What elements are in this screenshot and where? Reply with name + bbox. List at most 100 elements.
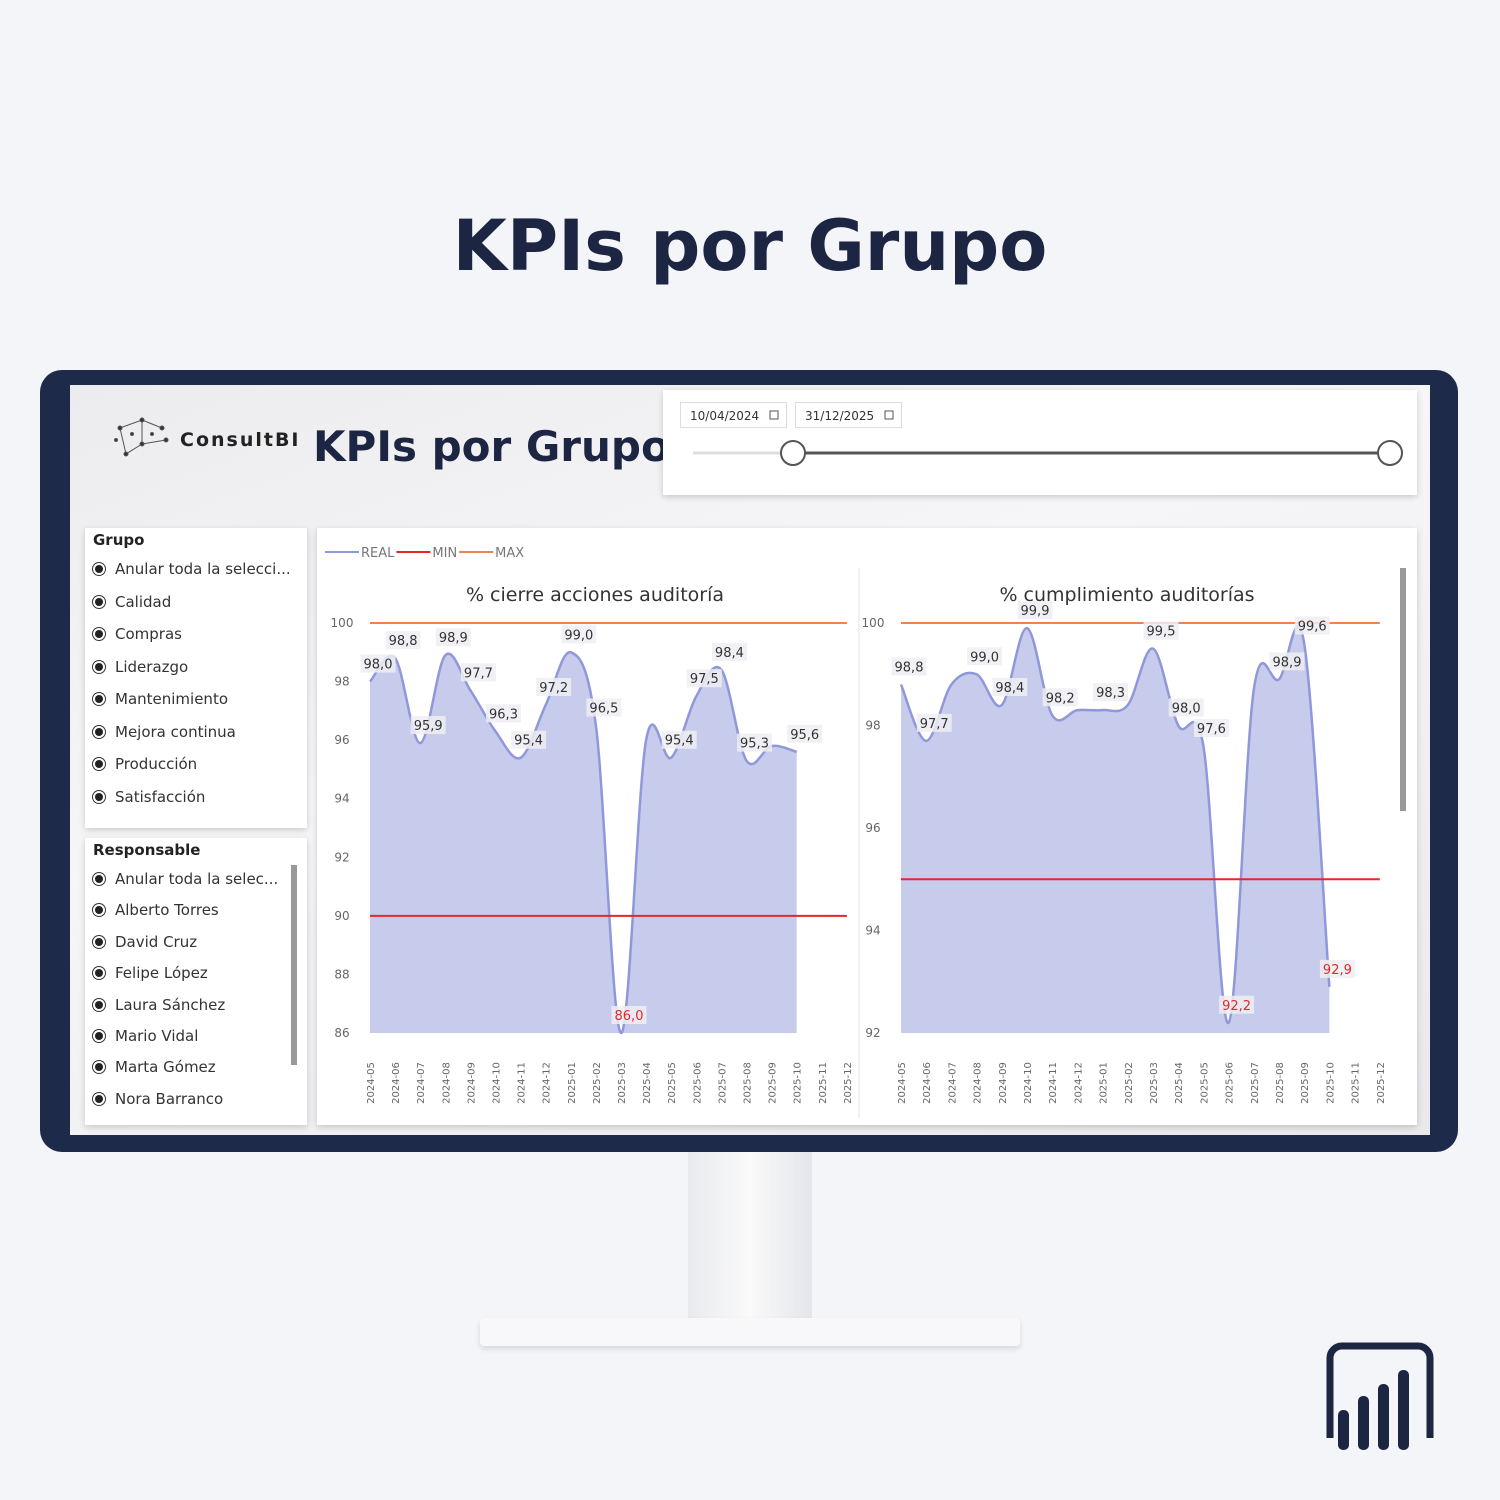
x-tick-label: 2025-01 <box>1099 1062 1110 1104</box>
data-label: 97,6 <box>1197 722 1226 737</box>
y-tick-label: 96 <box>865 821 880 835</box>
slicer-item[interactable]: Marta Gómez <box>95 1058 216 1076</box>
data-label: 97,7 <box>464 666 493 681</box>
x-tick-label: 2025-04 <box>642 1062 653 1104</box>
x-tick-label: 2024-06 <box>391 1062 402 1104</box>
data-label: 96,5 <box>589 702 618 717</box>
slicer-item[interactable]: Mejora continua <box>95 723 236 741</box>
x-tick-label: 2025-06 <box>1225 1062 1236 1104</box>
slicer-item[interactable]: Anular toda la selec... <box>95 870 278 888</box>
data-label: 99,0 <box>564 628 593 643</box>
data-label-bg <box>586 698 622 717</box>
x-tick-label: 2025-03 <box>617 1062 628 1104</box>
x-tick-label: 2025-04 <box>1174 1062 1185 1104</box>
y-tick-label: 94 <box>865 924 880 938</box>
x-tick-label: 2025-02 <box>1124 1062 1135 1104</box>
scrollbar <box>291 865 297 1065</box>
x-tick-label: 2025-01 <box>567 1062 578 1104</box>
data-label-bg <box>460 663 496 682</box>
slicer-item[interactable]: Laura Sánchez <box>95 996 225 1014</box>
chart-title: % cumplimiento auditorías <box>999 584 1254 606</box>
x-tick-label: 2024-06 <box>922 1062 933 1104</box>
powerbi-icon <box>1326 1342 1434 1450</box>
dashboard-title: KPIs por Grupo <box>313 422 670 471</box>
x-tick-label: 2024-11 <box>1048 1062 1059 1104</box>
slicer-item[interactable]: Calidad <box>95 593 171 611</box>
data-label: 98,2 <box>1046 691 1075 706</box>
data-label-bg <box>1042 688 1078 707</box>
slicer-item[interactable]: Mario Vidal <box>95 1027 198 1045</box>
data-label: 98,8 <box>389 634 418 649</box>
data-label-bg <box>1193 719 1229 737</box>
slicer-item[interactable]: Anular toda la selecci... <box>95 560 291 578</box>
data-label: 98,0 <box>1172 702 1201 717</box>
date-slider <box>693 410 1403 466</box>
date-start[interactable]: 10/04/2024 <box>680 402 787 428</box>
slicer-item[interactable]: Mantenimiento <box>95 690 228 708</box>
x-tick-label: 2025-12 <box>1376 1062 1387 1104</box>
slicer-title: Responsable <box>93 841 201 859</box>
slicer-item[interactable]: Nora Barranco <box>95 1090 223 1108</box>
slicer-item[interactable]: Felipe López <box>95 964 208 982</box>
data-label: 95,9 <box>414 719 443 734</box>
data-label-bg <box>561 625 597 644</box>
y-tick-label: 92 <box>334 850 349 864</box>
x-tick-label: 2024-09 <box>998 1062 1009 1104</box>
data-label-bg <box>916 713 952 732</box>
data-label: 98,9 <box>439 631 468 646</box>
x-tick-label: 2024-05 <box>897 1062 908 1104</box>
x-tick-label: 2025-10 <box>1325 1062 1336 1104</box>
y-tick-label: 98 <box>334 675 349 689</box>
data-label-bg <box>787 724 823 743</box>
legend-label: MAX <box>495 546 524 561</box>
x-tick-label: 2025-09 <box>768 1062 779 1104</box>
data-label: 99,9 <box>1021 604 1050 619</box>
y-tick-label: 96 <box>334 733 349 747</box>
x-tick-label: 2024-05 <box>366 1062 377 1104</box>
slicer-item[interactable]: Satisfacción <box>95 788 205 806</box>
logo-text: ConsultBI <box>180 429 301 451</box>
y-tick-label: 92 <box>865 1026 880 1040</box>
data-label: 98,4 <box>995 681 1024 696</box>
x-tick-label: 2025-05 <box>667 1062 678 1104</box>
data-label: 97,2 <box>539 681 568 696</box>
data-label-bg <box>1319 959 1355 978</box>
data-label: 92,9 <box>1323 963 1352 978</box>
data-label-bg <box>967 647 1003 666</box>
data-label: 98,9 <box>1273 655 1302 670</box>
x-tick-label: 2024-07 <box>947 1062 958 1104</box>
line <box>899 625 1331 1025</box>
y-tick-label: 86 <box>334 1026 349 1040</box>
data-label-bg <box>1168 698 1204 717</box>
data-label-bg <box>385 631 421 650</box>
slicer-item[interactable]: Alberto Torres <box>95 901 219 919</box>
data-label-bg <box>1219 995 1255 1014</box>
x-tick-label: 2024-11 <box>517 1062 528 1104</box>
slicer-item[interactable]: Producción <box>95 755 197 773</box>
x-tick-label: 2024-07 <box>416 1062 427 1104</box>
y-tick-label: 88 <box>334 967 349 981</box>
x-tick-label: 2025-11 <box>1351 1062 1362 1104</box>
calendar-icon <box>769 410 779 420</box>
data-label-bg <box>536 678 572 696</box>
chart-title: % cierre acciones auditoría <box>466 584 724 606</box>
date-end[interactable]: 31/12/2025 <box>795 402 902 428</box>
slider-handle[interactable] <box>1377 440 1403 466</box>
x-tick-label: 2024-12 <box>1073 1062 1084 1104</box>
data-label-bg <box>410 716 446 735</box>
data-label-bg <box>360 654 396 673</box>
page-title: KPIs por Grupo <box>452 205 1048 287</box>
y-tick-label: 100 <box>331 616 354 630</box>
slicer-item[interactable]: Compras <box>95 625 182 643</box>
data-label-bg <box>992 678 1028 696</box>
charts: REAL MIN MAX % cierre acciones auditoría 86 8… <box>325 546 1406 1118</box>
slicer-item[interactable]: David Cruz <box>95 933 197 951</box>
data-label: 99,0 <box>970 650 999 665</box>
calendar-icon <box>884 410 894 420</box>
slider-handle[interactable] <box>780 440 806 466</box>
y-tick-label: 98 <box>865 719 880 733</box>
slicer-item[interactable]: Liderazgo <box>95 658 188 676</box>
data-label: 92,2 <box>1222 999 1251 1014</box>
x-tick-label: 2024-09 <box>466 1062 477 1104</box>
x-tick-label: 2024-08 <box>973 1062 984 1104</box>
